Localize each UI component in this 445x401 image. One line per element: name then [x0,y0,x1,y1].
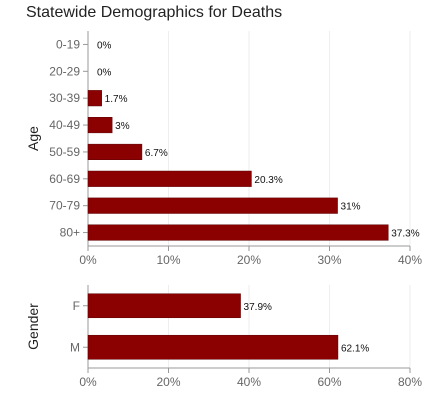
data-label: 37.9% [244,302,272,313]
bar [87,143,143,160]
bar [87,197,338,214]
bar [87,117,113,134]
y-tick-label: 70-79 [49,199,80,213]
y-tick-label: 20-29 [49,64,80,78]
bar [87,293,241,319]
x-tick-label: 80% [398,375,422,389]
bar [87,170,252,187]
y-tick-label: 50-59 [49,145,80,159]
y-tick-label: 60-69 [49,172,80,186]
x-tick-label: 0% [79,253,97,267]
data-label: 0% [97,67,112,78]
x-tick-label: 10% [156,253,180,267]
data-label: 31% [341,202,361,213]
bar [87,90,102,107]
y-axis-label: Age [25,126,41,151]
x-tick-label: 0% [79,375,97,389]
y-tick-label: F [73,299,80,313]
data-label: 20.3% [254,175,282,186]
chart-title: Statewide Demographics for Deaths [26,4,283,21]
data-label: 6.7% [145,148,168,159]
y-tick-label: 0-19 [56,37,80,51]
x-tick-label: 60% [317,375,341,389]
x-tick-label: 40% [237,375,261,389]
x-tick-label: 30% [317,253,341,267]
y-tick-label: M [70,340,80,354]
y-axis-label: Gender [25,303,41,350]
bar [87,334,339,360]
y-tick-label: 30-39 [49,91,80,105]
data-label: 37.3% [391,229,419,240]
bar [87,224,389,241]
data-label: 62.1% [341,343,369,354]
data-label: 0% [97,40,112,51]
data-label: 1.7% [105,94,128,105]
y-tick-label: 80+ [60,226,80,240]
y-tick-label: 40-49 [49,118,80,132]
data-label: 3% [115,121,130,132]
x-tick-label: 20% [237,253,261,267]
x-tick-label: 20% [156,375,180,389]
x-tick-label: 40% [398,253,422,267]
